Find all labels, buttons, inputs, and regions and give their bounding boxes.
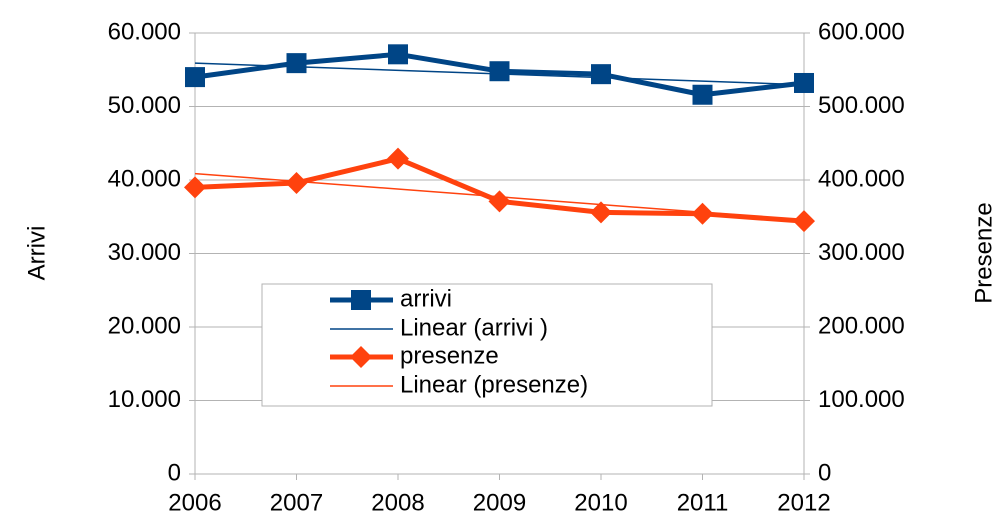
- marker: [184, 176, 206, 199]
- marker: [387, 147, 409, 170]
- marker: [692, 84, 713, 105]
- y-tick-label: 10.000: [108, 386, 181, 413]
- legend-label: arrivi: [400, 285, 452, 312]
- marker: [351, 290, 371, 310]
- y2-tick-label: 600.000: [818, 18, 905, 45]
- x-tick-label: 2011: [677, 489, 729, 516]
- x-tick-label: 2009: [473, 489, 526, 516]
- marker: [185, 67, 205, 88]
- y-tick-label: 0: [168, 459, 181, 486]
- marker: [794, 72, 814, 93]
- y2-tick-label: 500.000: [818, 92, 905, 119]
- marker: [489, 61, 510, 82]
- legend-label: Linear (arrivi ): [400, 314, 548, 341]
- y-tick-label: 50.000: [108, 92, 181, 119]
- x-tick-label: 2007: [270, 489, 323, 516]
- y2-tick-label: 100.000: [818, 386, 905, 413]
- marker: [793, 210, 815, 233]
- marker: [590, 201, 612, 224]
- y2-tick-label: 400.000: [818, 165, 905, 192]
- y2-tick-label: 200.000: [818, 312, 905, 339]
- x-tick-label: 2008: [371, 489, 424, 516]
- y-tick-label: 30.000: [108, 239, 181, 266]
- y-tick-label: 40.000: [108, 165, 181, 192]
- marker: [591, 64, 611, 85]
- marker: [488, 190, 511, 213]
- x-tick-label: 2010: [574, 489, 627, 516]
- marker: [350, 346, 372, 368]
- x-tick-label: 2012: [777, 489, 830, 516]
- legend-label: presenze: [400, 342, 499, 369]
- y-axis-label: Arrivi: [23, 226, 50, 281]
- marker: [285, 171, 308, 194]
- y-tick-label: 60.000: [108, 18, 181, 45]
- y-tick-label: 20.000: [108, 312, 181, 339]
- y2-axis-label: Presenze: [970, 202, 997, 303]
- marker: [286, 53, 307, 74]
- x-tick-label: 2006: [168, 489, 221, 516]
- legend-label: Linear (presenze): [400, 371, 588, 398]
- marker: [388, 44, 408, 65]
- marker: [691, 202, 714, 225]
- y2-tick-label: 300.000: [818, 239, 905, 266]
- y2-tick-label: 0: [818, 459, 831, 486]
